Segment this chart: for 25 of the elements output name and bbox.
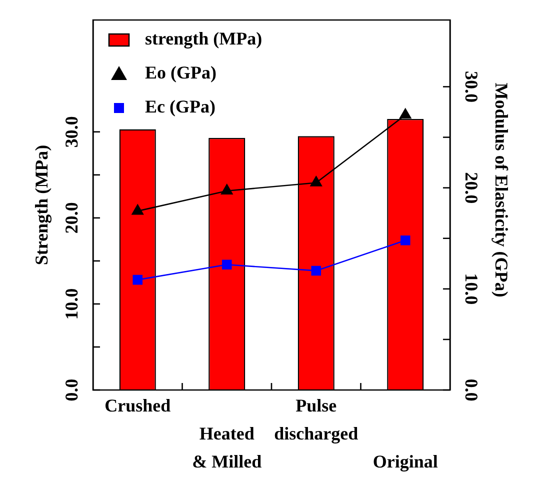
y2-tick-label: 20.0 bbox=[461, 172, 482, 204]
legend-label: Eo (GPa) bbox=[145, 62, 216, 83]
y2-tick-label: 10.0 bbox=[461, 273, 482, 305]
y-axis-title: Strength (MPa) bbox=[32, 144, 52, 266]
point bbox=[221, 184, 233, 194]
point bbox=[132, 204, 144, 215]
point bbox=[400, 108, 412, 119]
x-tick-label: Original bbox=[372, 452, 438, 472]
y2-axis-title: Modulus of Elasticity (GPa) bbox=[491, 82, 512, 298]
x-tick-label: Crushed bbox=[104, 396, 171, 416]
point bbox=[310, 176, 322, 186]
y-tick-label: 30.0 bbox=[62, 116, 82, 148]
point bbox=[311, 266, 322, 276]
point bbox=[132, 274, 143, 285]
y-tick-label: 0.0 bbox=[62, 378, 82, 402]
point bbox=[400, 235, 410, 246]
y-tick-label: 10.0 bbox=[62, 288, 82, 320]
y-tick-label: 20.0 bbox=[62, 202, 82, 234]
y2-tick-label: 30.0 bbox=[461, 70, 482, 102]
x-tick-label: Heated & Milled bbox=[192, 424, 262, 472]
legend-label: strength (MPa) bbox=[145, 28, 262, 49]
y2-tick-label: 0.0 bbox=[461, 378, 482, 402]
legend-label: Ec (GPa) bbox=[145, 96, 216, 117]
point bbox=[222, 260, 232, 270]
x-tick-label: Pulse discharged bbox=[274, 396, 358, 444]
